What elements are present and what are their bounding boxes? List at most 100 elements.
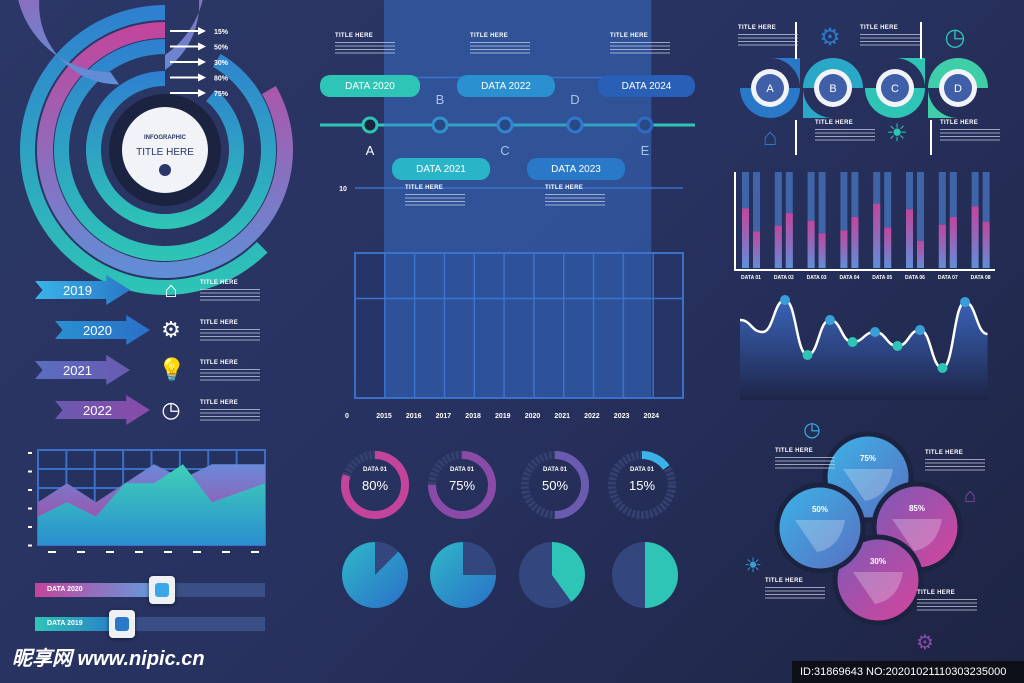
slider-knob[interactable]	[148, 576, 175, 604]
petal-highlight	[795, 520, 845, 552]
swirl-petal	[832, 534, 924, 626]
step-text-block: TITLE HERE	[940, 120, 1000, 143]
donut-label: DATA 01	[450, 467, 475, 473]
text-block-title: TITLE HERE	[917, 590, 956, 596]
ring-arc	[18, 0, 203, 85]
swirl-text-block: TITLE HERE	[925, 450, 985, 473]
timeline-node	[361, 116, 379, 134]
step-inner	[756, 74, 784, 102]
pie-slice	[552, 542, 586, 602]
bar-track	[807, 172, 815, 268]
x-tick-label	[135, 551, 143, 553]
text-block-body	[765, 587, 825, 601]
x-tick-label	[77, 551, 85, 553]
slider-knob[interactable]	[109, 610, 136, 638]
bar	[753, 231, 760, 268]
bar-track	[884, 172, 892, 268]
wave-point	[802, 350, 813, 360]
node-letter: C	[500, 143, 509, 158]
divider	[920, 22, 922, 59]
bar	[742, 208, 749, 268]
x-tick-label	[251, 551, 259, 553]
text-block-title: TITLE HERE	[815, 120, 854, 126]
step-text-block: TITLE HERE	[860, 25, 920, 48]
bar	[840, 230, 848, 268]
text-block-title: TITLE HERE	[200, 360, 239, 366]
step-letter: A	[766, 83, 774, 95]
text-block-body	[917, 599, 977, 613]
arrow-head-icon	[198, 42, 206, 51]
timeline: A B C D E	[320, 92, 695, 158]
wave-area	[740, 300, 988, 400]
clock-icon: ◷	[803, 419, 820, 441]
donut-label: DATA 01	[363, 467, 388, 473]
year-text-block: TITLE HERE	[200, 400, 260, 423]
x-tick-label: 2018	[465, 413, 481, 420]
timeline-text-block: TITLE HERE	[610, 33, 670, 56]
swirl-text-block: TITLE HERE	[765, 578, 825, 601]
text-block-body	[815, 129, 875, 143]
text-block-title: TITLE HERE	[860, 25, 899, 31]
swirl-value: 75%	[860, 454, 876, 463]
x-tick-label: 2016	[406, 413, 422, 420]
wave-point	[892, 341, 903, 351]
bar-category-label: DATA 06	[905, 275, 925, 281]
pie-slice	[375, 542, 399, 575]
arrow-head-icon	[198, 27, 206, 35]
x-tick-label: 2015	[376, 413, 392, 420]
year-text-block: TITLE HERE	[200, 320, 260, 343]
text-block-title: TITLE HERE	[940, 120, 979, 126]
donut-progress	[341, 451, 409, 519]
slider-data-2019[interactable]: DATA 2019	[35, 610, 265, 638]
donut-value: 75%	[449, 478, 475, 493]
text-block-title: TITLE HERE	[765, 578, 804, 584]
step-text-block: TITLE HERE	[815, 120, 875, 143]
swirl-chart: 75% 85% 30% 50% ◷ ⌂ ☀ ⚙	[744, 419, 976, 654]
watermark-site: 昵享网 www.nipic.cn	[12, 648, 205, 670]
swirl-value: 30%	[870, 557, 886, 566]
area-fill	[384, 0, 652, 398]
ring-percent-label: 15%	[214, 29, 229, 36]
bar	[906, 209, 913, 268]
bar	[785, 213, 793, 268]
lightbulb-icon: ☀	[886, 120, 908, 147]
node-letter: E	[641, 143, 650, 158]
radial-ring-chart: INFOGRAPHIC TITLE HERE 15% 50% 30% 80% 75%	[18, 0, 294, 295]
x-tick-label	[106, 551, 114, 553]
donut-value: 50%	[542, 478, 568, 493]
pie-slice	[463, 542, 496, 575]
swirl-value: 50%	[812, 505, 828, 514]
wave-point	[825, 315, 835, 325]
arrow-head-icon	[198, 89, 206, 97]
timeline-text-block: TITLE HERE	[335, 33, 395, 56]
center-circle	[122, 107, 208, 193]
slider-data-2020[interactable]: DATA 2020	[35, 576, 265, 604]
text-block-title: TITLE HERE	[470, 33, 509, 39]
lightbulb-icon	[159, 164, 171, 176]
y-tick-label	[28, 470, 32, 473]
x-tick-label	[222, 551, 230, 553]
donut-charts: DATA 01 80% DATA 01 75% DATA 01 50% DATA 01 15%	[341, 451, 676, 519]
arrow-head-icon	[198, 58, 206, 66]
x-tick-label: 2024	[644, 413, 660, 420]
bar	[774, 225, 782, 268]
step-letter: C	[891, 83, 899, 95]
donut-label: DATA 01	[543, 467, 568, 473]
clock-icon: ◷	[161, 397, 181, 422]
bar-category-label: DATA 05	[872, 275, 892, 281]
text-block-body	[335, 42, 395, 56]
swirl-value: 85%	[909, 504, 925, 513]
lightbulb-icon: 💡	[158, 357, 186, 382]
timeline-text-block: TITLE HERE	[405, 185, 465, 208]
wave-point	[937, 363, 948, 373]
y-tick-label	[28, 526, 32, 528]
petal-highlight	[892, 519, 942, 551]
gear-icon: ⚙	[819, 24, 841, 51]
step-letter: D	[954, 83, 962, 95]
donut-progress	[608, 451, 676, 519]
y-tick-label: 10	[339, 186, 347, 193]
x-tick-label: 2019	[495, 413, 511, 420]
text-block-body	[200, 289, 260, 303]
text-block-title: TITLE HERE	[775, 448, 814, 454]
bar-category-label: DATA 02	[774, 275, 794, 281]
